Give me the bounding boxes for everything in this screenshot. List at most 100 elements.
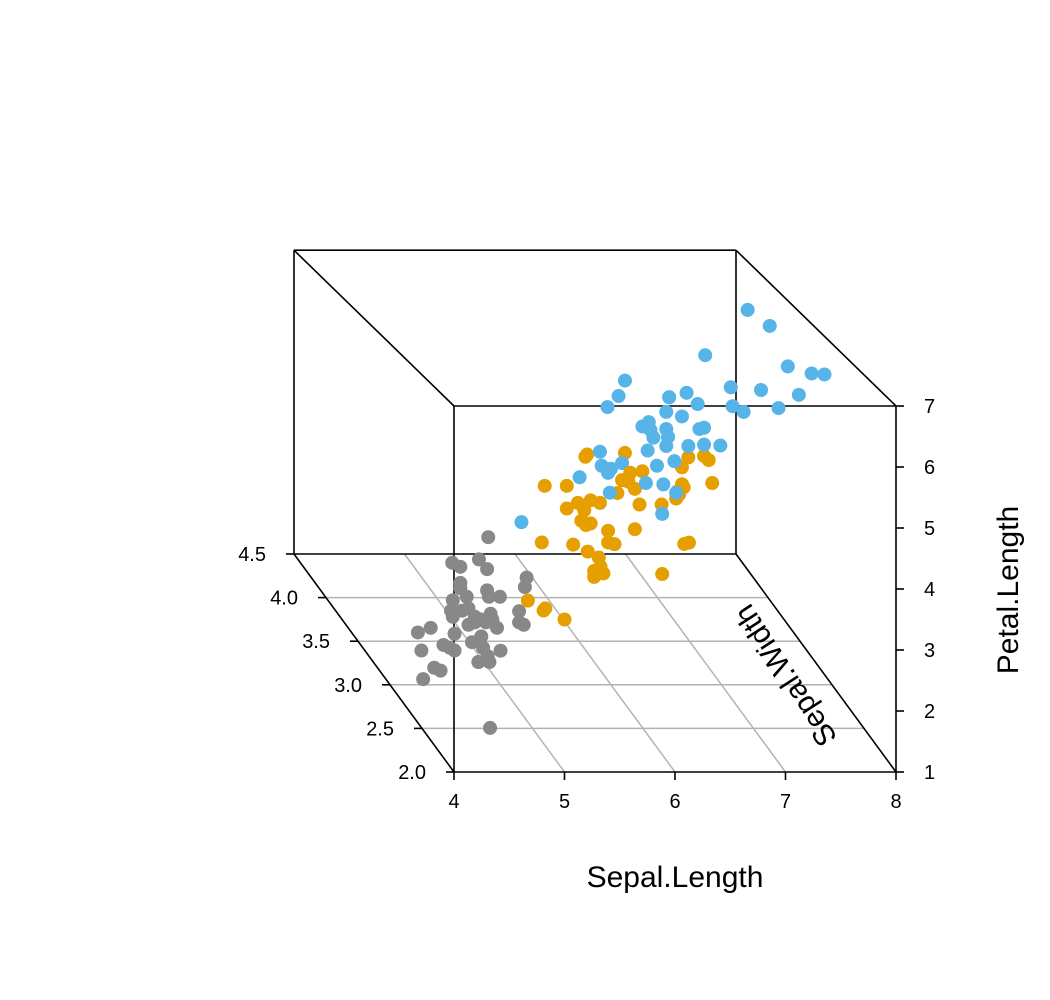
data-point [566,537,581,552]
grid-line-x [514,553,676,773]
data-point [804,366,819,381]
data-point [601,523,616,538]
z-tick-label: 2 [924,701,935,723]
box-edge [735,553,897,773]
z-tick-label: 3 [924,640,935,662]
data-point [692,421,707,436]
data-point [602,485,617,500]
data-point [615,456,630,471]
data-point [649,458,664,473]
data-point [697,437,712,452]
data-point [740,302,755,317]
z-tick-label: 6 [924,457,935,479]
y-tick-label: 4.0 [270,588,298,610]
data-point [465,635,479,650]
data-point [681,439,696,454]
data-point [638,476,653,491]
grid-line-x [624,553,787,773]
data-point [459,589,474,604]
x-tick-label: 6 [669,791,680,813]
data-point [574,513,589,528]
box-edge [735,249,897,407]
data-point [791,387,806,402]
data-point [580,447,595,462]
data-point [482,655,497,670]
data-point [537,478,552,493]
data-point [697,448,712,463]
data-point [600,400,615,415]
data-point [661,429,675,444]
z-axis-title: Petal.Length [992,506,1025,674]
x-tick-label: 4 [448,791,459,813]
data-point [627,481,642,496]
y-tick-label: 3.0 [334,675,362,697]
data-point [572,470,587,485]
data-point [476,640,491,655]
x-tick-label: 5 [559,791,570,813]
data-point [640,443,655,458]
data-point [632,497,647,512]
data-point [669,485,684,500]
y-tick-label: 2.5 [366,718,394,740]
data-point [679,385,694,400]
data-point [762,318,777,333]
data-point [617,373,632,388]
data-point [754,383,769,398]
data-point [453,559,468,574]
data-point [705,476,720,491]
data-points [410,302,832,735]
data-point [611,389,626,404]
data-point [817,367,832,382]
data-point [559,501,574,516]
x-axis-title: Sepal.Length [587,861,764,894]
data-point [414,643,429,658]
data-point [583,493,598,508]
data-point [587,569,602,584]
data-point [534,535,549,550]
data-point [635,464,650,479]
data-point [557,612,572,627]
data-point [471,655,486,670]
data-point [674,409,689,424]
data-point [667,454,682,469]
data-point [723,380,738,395]
y-tick-label: 3.5 [302,631,330,653]
data-point [485,612,500,627]
z-tick-label: 5 [924,518,935,540]
data-point [538,601,553,616]
data-point [771,401,786,416]
data-point [655,567,670,582]
z-tick-label: 7 [924,396,935,418]
data-point [725,399,740,414]
data-point [677,536,692,551]
data-point [520,593,535,608]
x-tick-label: 8 [890,791,901,813]
data-point [445,593,460,608]
data-point [580,544,595,559]
data-point [433,663,448,678]
box-edge [293,553,455,773]
axis-ticks [286,405,904,780]
y-tick-label: 2.0 [398,762,426,784]
data-point [445,609,460,624]
data-point [736,404,751,419]
x-tick-label: 7 [780,791,791,813]
data-point [447,626,462,641]
data-point [423,620,438,635]
z-tick-label: 4 [924,579,935,601]
data-point [643,423,658,438]
data-point [780,359,795,374]
data-point [681,450,696,465]
data-point [659,404,674,419]
data-point [713,438,728,453]
z-tick-label: 1 [924,762,935,784]
data-point [416,672,431,687]
data-point [690,397,705,412]
box-edge [293,249,455,407]
data-point [493,643,508,658]
data-point [467,609,482,624]
data-point [559,478,574,493]
data-point [453,575,468,590]
data-point [592,444,607,459]
